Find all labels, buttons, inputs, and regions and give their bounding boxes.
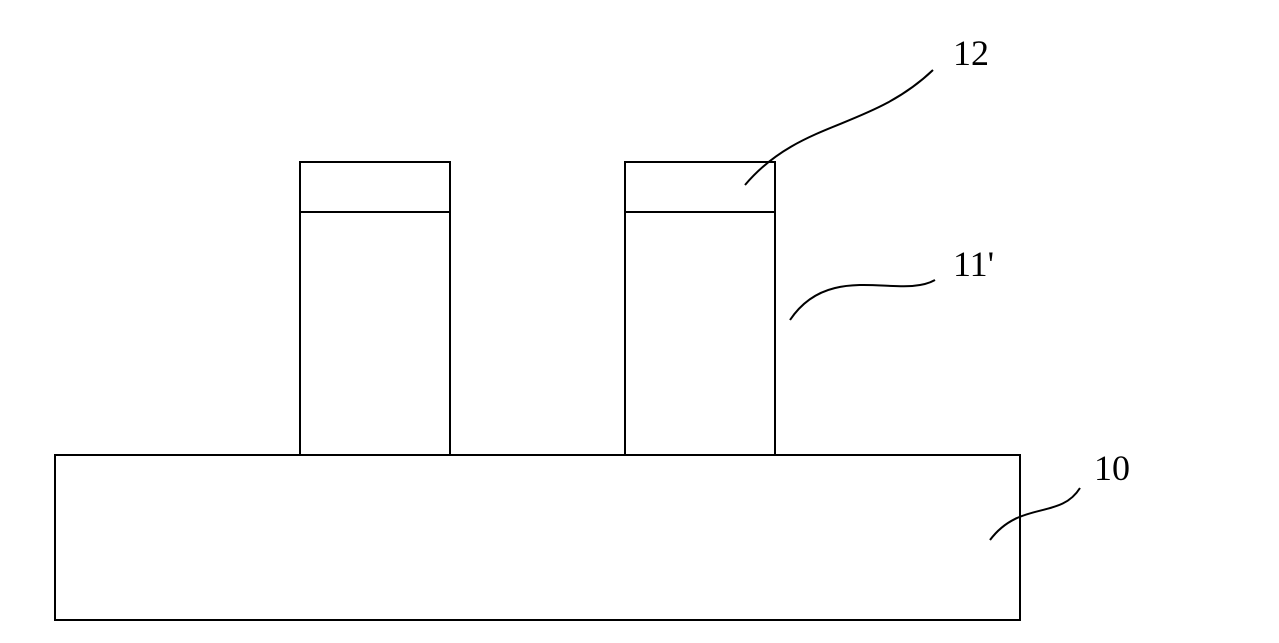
reference-label: 11' [953, 244, 994, 284]
reference-label: 10 [1094, 448, 1130, 488]
cross-section-diagram: 12 11' 10 [0, 0, 1279, 643]
reference-label: 12 [953, 33, 989, 73]
background [0, 0, 1279, 643]
